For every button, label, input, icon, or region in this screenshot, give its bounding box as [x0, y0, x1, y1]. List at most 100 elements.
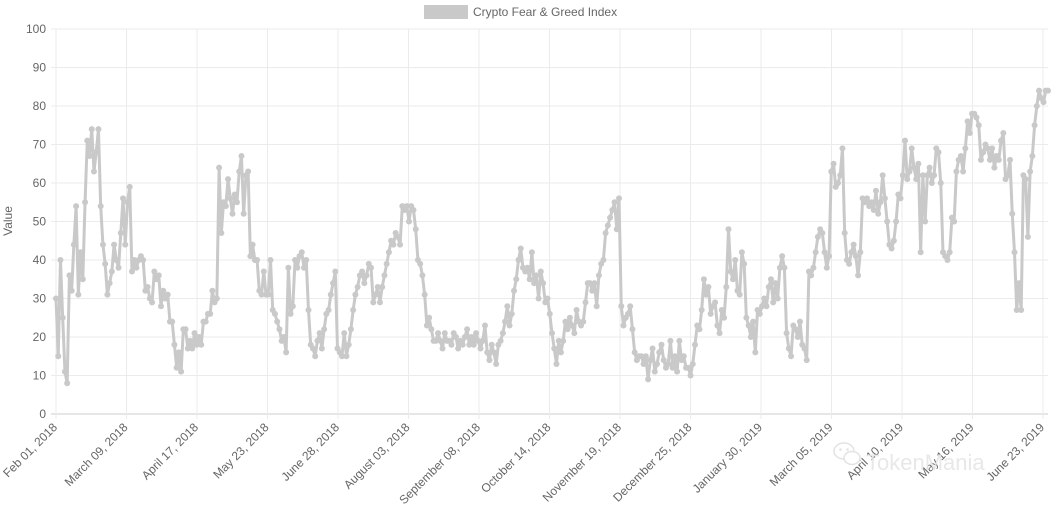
- data-point[interactable]: [1013, 307, 1020, 314]
- data-point[interactable]: [906, 168, 913, 175]
- data-point[interactable]: [544, 295, 551, 302]
- data-point[interactable]: [772, 280, 779, 287]
- data-point[interactable]: [714, 322, 721, 329]
- data-point[interactable]: [432, 337, 439, 344]
- data-point[interactable]: [629, 326, 636, 333]
- data-point[interactable]: [316, 330, 323, 337]
- data-point[interactable]: [75, 291, 82, 298]
- data-point[interactable]: [944, 257, 951, 263]
- data-point[interactable]: [117, 230, 124, 237]
- data-point[interactable]: [61, 368, 68, 375]
- data-point[interactable]: [986, 156, 993, 163]
- data-point[interactable]: [236, 168, 243, 175]
- data-point[interactable]: [231, 191, 238, 198]
- data-point[interactable]: [676, 337, 683, 344]
- data-point[interactable]: [466, 341, 473, 348]
- data-point[interactable]: [1018, 307, 1025, 314]
- data-point[interactable]: [618, 303, 625, 310]
- data-point[interactable]: [428, 326, 435, 333]
- data-point[interactable]: [770, 299, 777, 306]
- data-point[interactable]: [776, 264, 783, 271]
- data-point[interactable]: [723, 283, 730, 290]
- data-point[interactable]: [718, 307, 725, 314]
- data-point[interactable]: [439, 345, 446, 352]
- data-point[interactable]: [953, 168, 960, 175]
- data-point[interactable]: [128, 268, 135, 275]
- data-point[interactable]: [417, 260, 424, 267]
- data-point[interactable]: [441, 330, 448, 337]
- data-point[interactable]: [980, 149, 987, 156]
- data-point[interactable]: [287, 310, 294, 317]
- data-point[interactable]: [837, 172, 844, 179]
- data-point[interactable]: [794, 334, 801, 340]
- data-point[interactable]: [321, 326, 328, 333]
- data-point[interactable]: [305, 307, 312, 314]
- data-point[interactable]: [732, 257, 739, 263]
- data-point[interactable]: [122, 241, 129, 248]
- data-point[interactable]: [834, 180, 841, 186]
- data-point[interactable]: [638, 353, 645, 360]
- data-point[interactable]: [338, 353, 345, 360]
- data-point[interactable]: [178, 368, 185, 375]
- data-point[interactable]: [325, 307, 332, 314]
- data-point[interactable]: [84, 137, 91, 144]
- data-point[interactable]: [600, 257, 607, 263]
- data-point[interactable]: [803, 357, 810, 364]
- data-point[interactable]: [493, 360, 500, 367]
- data-point[interactable]: [687, 372, 694, 379]
- data-point[interactable]: [207, 310, 214, 317]
- data-point[interactable]: [1004, 172, 1011, 179]
- data-point[interactable]: [877, 199, 884, 206]
- data-point[interactable]: [274, 318, 281, 325]
- data-point[interactable]: [502, 318, 509, 325]
- data-point[interactable]: [160, 287, 167, 294]
- data-point[interactable]: [665, 360, 672, 367]
- data-point[interactable]: [513, 276, 520, 283]
- data-point[interactable]: [506, 322, 513, 329]
- data-point[interactable]: [102, 260, 109, 267]
- data-point[interactable]: [171, 341, 178, 348]
- data-point[interactable]: [551, 345, 558, 352]
- data-point[interactable]: [658, 341, 665, 348]
- data-point[interactable]: [897, 195, 904, 202]
- data-point[interactable]: [524, 264, 531, 271]
- data-point[interactable]: [645, 376, 652, 383]
- data-point[interactable]: [267, 257, 274, 263]
- data-point[interactable]: [198, 341, 205, 348]
- data-point[interactable]: [1024, 233, 1031, 240]
- data-point[interactable]: [765, 283, 772, 290]
- data-point[interactable]: [294, 264, 301, 271]
- data-point[interactable]: [144, 283, 151, 290]
- data-point[interactable]: [260, 268, 267, 275]
- data-point[interactable]: [607, 214, 614, 221]
- data-point[interactable]: [609, 206, 616, 213]
- data-point[interactable]: [97, 203, 104, 210]
- data-point[interactable]: [477, 345, 484, 352]
- data-point[interactable]: [566, 314, 573, 321]
- data-point[interactable]: [808, 272, 815, 279]
- data-point[interactable]: [884, 218, 891, 225]
- legend[interactable]: Crypto Fear & Greed Index: [424, 5, 617, 19]
- data-point[interactable]: [611, 199, 618, 206]
- data-point[interactable]: [314, 337, 321, 344]
- data-point[interactable]: [649, 345, 656, 352]
- data-point[interactable]: [604, 222, 611, 229]
- data-point[interactable]: [285, 264, 292, 271]
- data-point[interactable]: [991, 164, 998, 171]
- data-point[interactable]: [470, 341, 477, 348]
- data-point[interactable]: [238, 153, 245, 160]
- data-point[interactable]: [910, 164, 917, 171]
- data-point[interactable]: [410, 206, 417, 213]
- data-point[interactable]: [651, 368, 658, 375]
- data-point[interactable]: [792, 326, 799, 333]
- data-point[interactable]: [759, 303, 766, 310]
- data-point[interactable]: [191, 330, 198, 337]
- data-point[interactable]: [461, 334, 468, 340]
- data-point[interactable]: [511, 287, 518, 294]
- data-point[interactable]: [1007, 156, 1014, 163]
- data-point[interactable]: [459, 341, 466, 348]
- data-point[interactable]: [363, 272, 370, 279]
- data-point[interactable]: [1009, 210, 1016, 217]
- data-point[interactable]: [696, 326, 703, 333]
- data-point[interactable]: [330, 280, 337, 287]
